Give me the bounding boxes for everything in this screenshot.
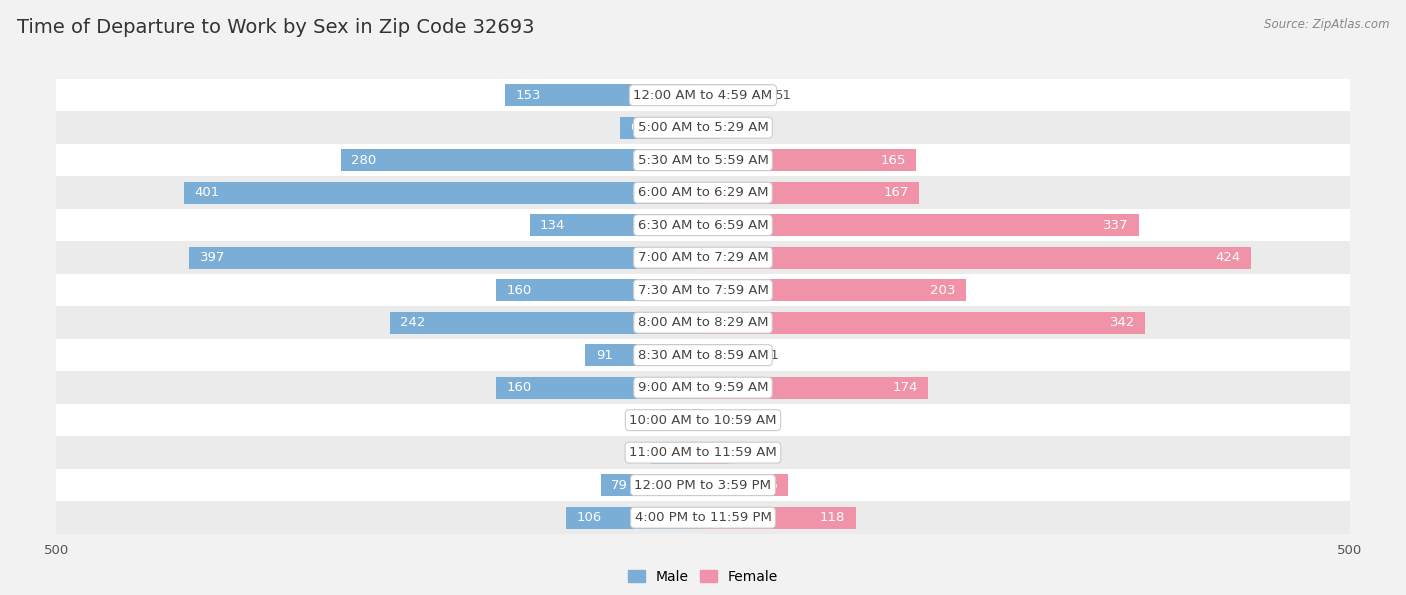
Text: 203: 203 <box>929 284 955 297</box>
Bar <box>703 247 1251 269</box>
Text: 12:00 AM to 4:59 AM: 12:00 AM to 4:59 AM <box>634 89 772 102</box>
Legend: Male, Female: Male, Female <box>628 569 778 584</box>
Bar <box>565 506 703 529</box>
Bar <box>703 506 856 529</box>
Bar <box>703 312 1146 334</box>
Text: 9:00 AM to 9:59 AM: 9:00 AM to 9:59 AM <box>638 381 768 394</box>
Text: 79: 79 <box>612 478 628 491</box>
Bar <box>496 377 703 399</box>
Text: 337: 337 <box>1104 219 1129 231</box>
Text: 174: 174 <box>893 381 918 394</box>
Text: 5:30 AM to 5:59 AM: 5:30 AM to 5:59 AM <box>637 154 769 167</box>
Text: 20: 20 <box>735 446 752 459</box>
Bar <box>530 214 703 236</box>
Text: 160: 160 <box>506 381 531 394</box>
Text: 8:30 AM to 8:59 AM: 8:30 AM to 8:59 AM <box>638 349 768 362</box>
Text: 242: 242 <box>401 316 426 329</box>
Text: 5:00 AM to 5:29 AM: 5:00 AM to 5:29 AM <box>638 121 768 134</box>
Text: 12:00 PM to 3:59 PM: 12:00 PM to 3:59 PM <box>634 478 772 491</box>
Text: 280: 280 <box>352 154 377 167</box>
Text: 397: 397 <box>200 251 225 264</box>
Text: 8:00 AM to 8:29 AM: 8:00 AM to 8:29 AM <box>638 316 768 329</box>
Text: 33: 33 <box>637 414 654 427</box>
Text: 7:30 AM to 7:59 AM: 7:30 AM to 7:59 AM <box>637 284 769 297</box>
Text: 64: 64 <box>630 121 647 134</box>
Bar <box>56 144 1350 177</box>
Bar <box>56 177 1350 209</box>
Bar <box>389 312 703 334</box>
Bar <box>56 404 1350 436</box>
Bar <box>496 279 703 301</box>
Text: 13: 13 <box>727 121 744 134</box>
Bar <box>703 377 928 399</box>
Bar <box>703 344 756 366</box>
Text: 167: 167 <box>883 186 908 199</box>
Text: 6:30 AM to 6:59 AM: 6:30 AM to 6:59 AM <box>638 219 768 231</box>
Text: 165: 165 <box>880 154 905 167</box>
Text: 7:00 AM to 7:29 AM: 7:00 AM to 7:29 AM <box>638 251 768 264</box>
Text: 342: 342 <box>1109 316 1135 329</box>
Text: 40: 40 <box>628 446 645 459</box>
Text: 153: 153 <box>516 89 541 102</box>
Text: 401: 401 <box>194 186 219 199</box>
Bar <box>703 474 789 496</box>
Text: 4:00 PM to 11:59 PM: 4:00 PM to 11:59 PM <box>634 511 772 524</box>
Bar <box>661 409 703 431</box>
Bar <box>56 436 1350 469</box>
Bar <box>703 117 720 139</box>
Bar <box>505 84 703 107</box>
Text: 66: 66 <box>761 478 778 491</box>
Bar <box>56 502 1350 534</box>
Bar <box>184 181 703 203</box>
Bar <box>56 469 1350 502</box>
Bar <box>600 474 703 496</box>
Bar <box>703 181 920 203</box>
Bar <box>190 247 703 269</box>
Bar <box>651 441 703 464</box>
Text: 10:00 AM to 10:59 AM: 10:00 AM to 10:59 AM <box>630 414 776 427</box>
Bar <box>703 441 728 464</box>
Text: 11:00 AM to 11:59 AM: 11:00 AM to 11:59 AM <box>628 446 778 459</box>
Text: 91: 91 <box>596 349 613 362</box>
Bar <box>56 306 1350 339</box>
Text: 0: 0 <box>710 414 718 427</box>
Text: 106: 106 <box>576 511 602 524</box>
Bar <box>56 242 1350 274</box>
Text: 6:00 AM to 6:29 AM: 6:00 AM to 6:29 AM <box>638 186 768 199</box>
Text: 160: 160 <box>506 284 531 297</box>
Text: Time of Departure to Work by Sex in Zip Code 32693: Time of Departure to Work by Sex in Zip … <box>17 18 534 37</box>
Bar <box>56 274 1350 306</box>
Bar <box>56 111 1350 144</box>
Bar <box>56 339 1350 371</box>
Text: 424: 424 <box>1216 251 1241 264</box>
Text: 51: 51 <box>776 89 793 102</box>
Bar <box>56 209 1350 242</box>
Bar <box>620 117 703 139</box>
Bar <box>703 84 769 107</box>
Text: 118: 118 <box>820 511 845 524</box>
Bar <box>703 149 917 171</box>
Bar <box>585 344 703 366</box>
Bar <box>56 371 1350 404</box>
Bar <box>703 214 1139 236</box>
Text: 134: 134 <box>540 219 565 231</box>
Bar <box>703 279 966 301</box>
Bar <box>56 79 1350 111</box>
Text: 41: 41 <box>762 349 779 362</box>
Bar <box>340 149 703 171</box>
Text: Source: ZipAtlas.com: Source: ZipAtlas.com <box>1264 18 1389 31</box>
